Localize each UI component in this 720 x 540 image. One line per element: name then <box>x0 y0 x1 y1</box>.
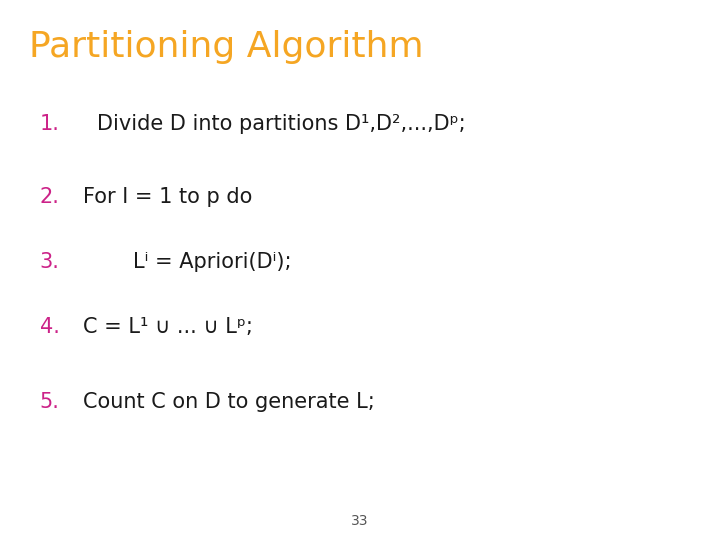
Text: For I = 1 to p do: For I = 1 to p do <box>83 187 252 207</box>
Text: Count C on D to generate L;: Count C on D to generate L; <box>83 392 374 413</box>
Text: Lⁱ = Apriori(Dⁱ);: Lⁱ = Apriori(Dⁱ); <box>133 252 292 272</box>
Text: 33: 33 <box>351 514 369 528</box>
Text: Divide D into partitions D¹,D²,...,Dᵖ;: Divide D into partitions D¹,D²,...,Dᵖ; <box>97 114 466 134</box>
Text: 2.: 2. <box>40 187 60 207</box>
Text: Partitioning Algorithm: Partitioning Algorithm <box>29 30 423 64</box>
Text: 4.: 4. <box>40 316 60 337</box>
Text: 3.: 3. <box>40 252 60 272</box>
Text: 5.: 5. <box>40 392 60 413</box>
Text: C = L¹ ∪ ... ∪ Lᵖ;: C = L¹ ∪ ... ∪ Lᵖ; <box>83 316 253 337</box>
Text: 1.: 1. <box>40 114 60 134</box>
